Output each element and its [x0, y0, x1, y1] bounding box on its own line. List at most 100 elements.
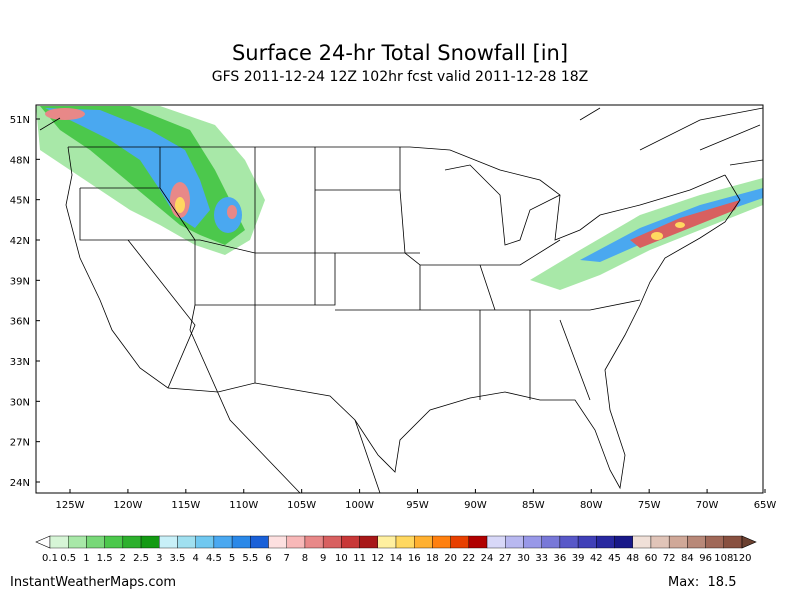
colorbar-label: 2.5	[133, 553, 149, 564]
lat-label: 42N	[10, 236, 30, 247]
colorbar-label: 1	[83, 553, 89, 564]
colorbar-label: 9	[320, 553, 326, 564]
colorbar-label: 5.5	[242, 553, 258, 564]
lat-label: 48N	[10, 155, 30, 166]
colorbar-label: 8	[302, 553, 308, 564]
colorbar-label: 24	[481, 553, 494, 564]
colorbar-swatch	[86, 535, 105, 549]
colorbar-swatch	[231, 535, 251, 549]
colorbar-swatch	[68, 535, 87, 549]
colorbar-label: 27	[499, 553, 512, 564]
colorbar-label: 60	[645, 553, 658, 564]
colorbar-swatch	[195, 535, 215, 549]
colorbar-label: 7	[284, 553, 290, 564]
lat-label: 51N	[10, 115, 30, 126]
colorbar-label: 22	[462, 553, 475, 564]
colorbar-swatch	[268, 535, 287, 549]
colorbar-label: 30	[517, 553, 530, 564]
colorbar-swatch	[432, 535, 451, 549]
lat-label: 27N	[10, 438, 30, 449]
colorbar-label: 1.5	[97, 553, 113, 564]
colorbar-arrow-low	[35, 535, 51, 549]
colorbar-swatch	[468, 535, 488, 549]
colorbar-label: 16	[408, 553, 421, 564]
lon-label: 120W	[113, 500, 142, 511]
colorbar-label: 20	[444, 553, 457, 564]
colorbar-swatch	[304, 535, 324, 549]
lon-label: 70W	[696, 500, 719, 511]
colorbar-swatch	[723, 535, 743, 549]
colorbar-swatch	[705, 535, 724, 549]
colorbar-swatch	[377, 535, 397, 549]
colorbar-swatch	[250, 535, 269, 549]
lat-label: 45N	[10, 196, 30, 207]
colorbar-swatch	[541, 535, 561, 549]
colorbar-label: 0.1	[42, 553, 58, 564]
colorbar-swatch	[577, 535, 597, 549]
colorbar-swatch	[486, 535, 506, 549]
lon-label: 110W	[229, 500, 258, 511]
colorbar-label: 11	[353, 553, 366, 564]
colorbar-swatch	[122, 535, 142, 549]
boundaries	[39, 107, 764, 494]
colorbar-label: 36	[554, 553, 567, 564]
colorbar-swatch	[341, 535, 360, 549]
max-value: Max: 18.5	[668, 575, 736, 590]
source: InstantWeatherMaps.com	[10, 575, 176, 590]
lon-label: 125W	[56, 500, 85, 511]
title: Surface 24-hr Total Snowfall [in]	[232, 41, 568, 65]
colorbar-label: 33	[535, 553, 548, 564]
colorbar-swatch	[395, 535, 415, 549]
colorbar-swatch	[322, 535, 342, 549]
colorbar-swatch	[177, 535, 196, 549]
colorbar-swatch	[668, 535, 688, 549]
colorbar-swatch	[523, 535, 542, 549]
colorbar-label: 48	[626, 553, 639, 564]
colorbar-label: 45	[608, 553, 621, 564]
lat-label: 33N	[10, 357, 30, 368]
map-frame	[35, 104, 764, 494]
map	[35, 104, 764, 494]
colorbar-arrow-high	[741, 535, 757, 549]
lon-label: 100W	[345, 500, 374, 511]
colorbar-label: 108	[714, 553, 733, 564]
lon-label: 105W	[287, 500, 316, 511]
lat-label: 39N	[10, 276, 30, 287]
lat-label: 36N	[10, 317, 30, 328]
colorbar-label: 96	[699, 553, 712, 564]
lon-labels: 125W 120W 115W 110W 105W 100W 95W 90W 85W 80W 75W 7…	[56, 489, 777, 511]
colorbar-label: 42	[590, 553, 603, 564]
colorbar-label: 0.5	[60, 553, 76, 564]
colorbar-label: 39	[572, 553, 585, 564]
lat-label: 24N	[10, 478, 30, 489]
colorbar-label: 14	[390, 553, 403, 564]
colorbar-label: 12	[371, 553, 384, 564]
subtitle: GFS 2011-12-24 12Z 102hr fcst valid 2011…	[212, 69, 589, 85]
colorbar-swatch	[687, 535, 706, 549]
colorbar-swatch	[213, 535, 233, 549]
colorbar-swatch	[632, 535, 652, 549]
lon-label: 65W	[754, 500, 777, 511]
colorbar-swatch	[596, 535, 615, 549]
colorbar-label: 120	[732, 553, 751, 564]
colorbar-label: 4.5	[206, 553, 222, 564]
colorbar-swatch	[414, 535, 433, 549]
colorbar-label: 72	[663, 553, 676, 564]
colorbar-label: 10	[335, 553, 348, 564]
lon-label: 80W	[580, 500, 603, 511]
colorbar-label: 18	[426, 553, 439, 564]
colorbar-swatch	[559, 535, 579, 549]
colorbar-label: 3.5	[170, 553, 186, 564]
colorbar-swatch	[614, 535, 633, 549]
lon-label: 115W	[171, 500, 200, 511]
colorbar-label: 6	[265, 553, 271, 564]
colorbar-label: 4	[192, 553, 198, 564]
colorbar-swatch	[450, 535, 470, 549]
colorbar-label: 5	[229, 553, 235, 564]
colorbar-swatch	[505, 535, 524, 549]
colorbar-swatch	[650, 535, 670, 549]
lat-labels: 51N 48N 45N 42N 39N 36N 33N 30N 27N 24N	[10, 115, 40, 489]
lon-label: 85W	[522, 500, 545, 511]
lon-label: 95W	[406, 500, 429, 511]
